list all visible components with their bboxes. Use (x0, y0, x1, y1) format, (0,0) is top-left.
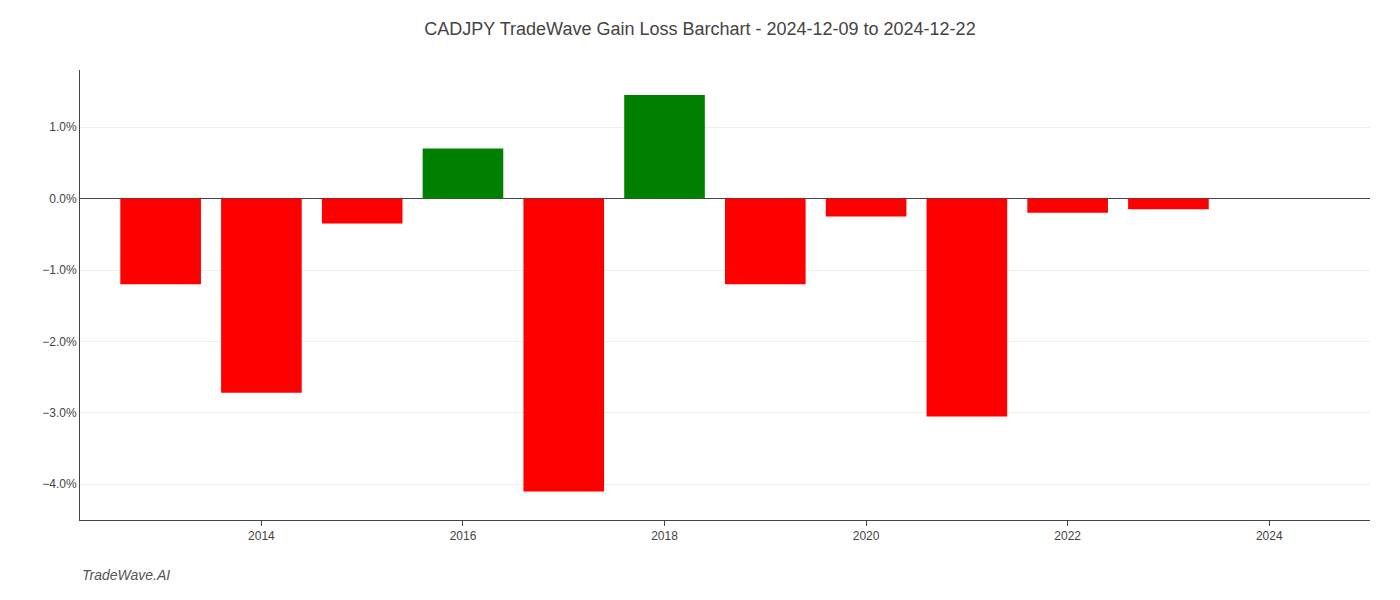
svg-text:0.0%: 0.0% (49, 192, 77, 206)
svg-text:2016: 2016 (450, 529, 477, 543)
svg-text:−2.0%: −2.0% (42, 335, 77, 349)
svg-text:2022: 2022 (1054, 529, 1081, 543)
svg-text:2024: 2024 (1256, 529, 1283, 543)
svg-text:TradeWave.AI: TradeWave.AI (82, 567, 170, 583)
svg-text:−3.0%: −3.0% (42, 406, 77, 420)
svg-text:2014: 2014 (248, 529, 275, 543)
svg-text:2020: 2020 (853, 529, 880, 543)
svg-text:−4.0%: −4.0% (42, 477, 77, 491)
svg-text:CADJPY TradeWave Gain Loss Bar: CADJPY TradeWave Gain Loss Barchart - 20… (424, 19, 975, 39)
svg-text:2018: 2018 (651, 529, 678, 543)
svg-text:1.0%: 1.0% (49, 120, 77, 134)
svg-text:−1.0%: −1.0% (42, 263, 77, 277)
